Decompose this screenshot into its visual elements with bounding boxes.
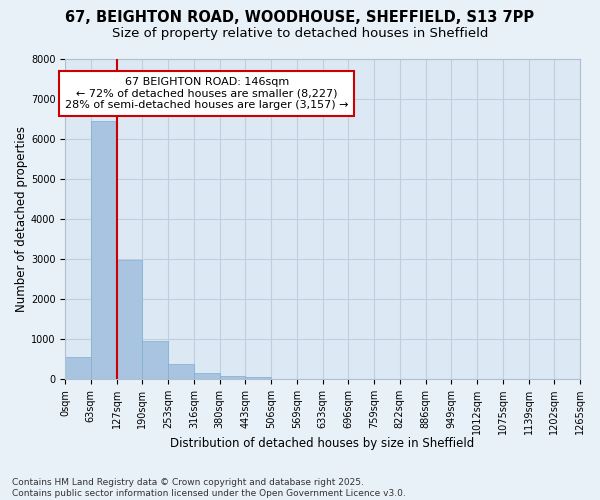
Y-axis label: Number of detached properties: Number of detached properties xyxy=(15,126,28,312)
Bar xyxy=(91,121,116,379)
Text: 67, BEIGHTON ROAD, WOODHOUSE, SHEFFIELD, S13 7PP: 67, BEIGHTON ROAD, WOODHOUSE, SHEFFIELD,… xyxy=(65,10,535,25)
Bar xyxy=(65,356,91,379)
Text: Size of property relative to detached houses in Sheffield: Size of property relative to detached ho… xyxy=(112,28,488,40)
Bar xyxy=(142,340,168,379)
Bar xyxy=(194,373,220,379)
Bar xyxy=(245,377,271,379)
Bar xyxy=(116,260,142,379)
X-axis label: Distribution of detached houses by size in Sheffield: Distribution of detached houses by size … xyxy=(170,437,475,450)
Bar xyxy=(220,376,245,379)
Text: 67 BEIGHTON ROAD: 146sqm
← 72% of detached houses are smaller (8,227)
28% of sem: 67 BEIGHTON ROAD: 146sqm ← 72% of detach… xyxy=(65,77,349,110)
Text: Contains HM Land Registry data © Crown copyright and database right 2025.
Contai: Contains HM Land Registry data © Crown c… xyxy=(12,478,406,498)
Bar xyxy=(168,364,194,379)
